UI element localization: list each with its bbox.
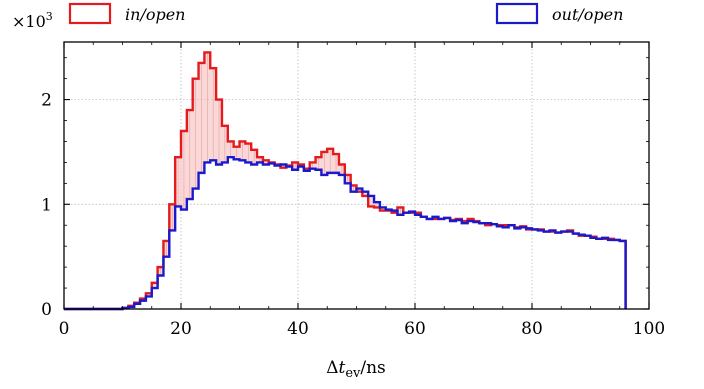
y-tick-label: 0	[41, 300, 52, 320]
series-line-out-open	[64, 155, 627, 311]
y-tick-label: 2	[41, 91, 52, 111]
x-tick-label: 80	[521, 319, 543, 339]
y-multiplier-exponent: 3	[46, 10, 53, 23]
plot-frame	[63, 41, 650, 310]
legend-swatch-in-open	[68, 2, 112, 25]
x-axis-label: Δtev/ns	[326, 358, 386, 381]
legend-label-out-open: out/open	[552, 5, 623, 24]
x-tick-label: 20	[170, 319, 192, 339]
y-tick-label: 1	[41, 195, 52, 215]
legend-item-out-open: out/open	[495, 2, 623, 25]
legend-item-in-open: in/open	[68, 2, 185, 25]
x-tick-label: 0	[59, 319, 70, 339]
axis-ticks: 0 20 40 60 80 100 0 1 2	[41, 42, 665, 339]
y-axis-multiplier: ×103	[12, 10, 53, 31]
x-tick-label: 60	[404, 319, 426, 339]
legend-swatch-out-open	[495, 2, 539, 25]
series-layer	[64, 51, 627, 311]
legend-label-in-open: in/open	[125, 5, 185, 24]
x-tick-label: 100	[633, 319, 665, 339]
grid-lines	[64, 42, 649, 309]
x-tick-label: 40	[287, 319, 309, 339]
